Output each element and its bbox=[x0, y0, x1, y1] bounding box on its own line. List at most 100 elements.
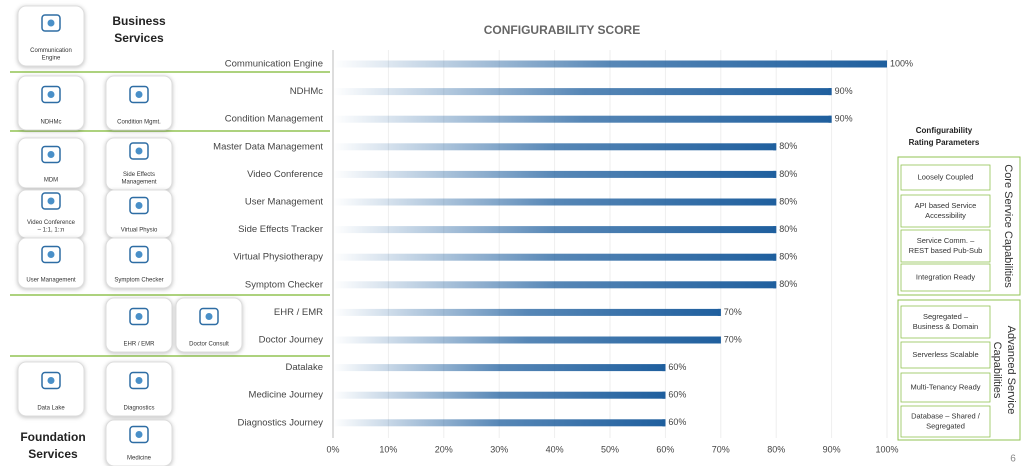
bar bbox=[333, 60, 887, 68]
tile-icon bbox=[135, 202, 143, 209]
bar-cap bbox=[773, 143, 777, 151]
tile-icon bbox=[129, 425, 149, 444]
service-tile bbox=[105, 75, 173, 131]
bar-cap bbox=[884, 60, 887, 68]
y-tick-label: User Management bbox=[245, 197, 324, 208]
tile-icon bbox=[135, 91, 143, 98]
tile-icon bbox=[47, 91, 55, 98]
parameter-label: Accessibility bbox=[925, 211, 966, 220]
x-tick-label: 20% bbox=[435, 444, 453, 454]
parameter-label: Serverless Scalable bbox=[912, 350, 978, 359]
parameter-label: Business & Domain bbox=[913, 322, 978, 331]
service-tile bbox=[17, 5, 85, 67]
parameter-label: Integration Ready bbox=[916, 272, 975, 281]
parameter-label: Segregated bbox=[926, 421, 965, 430]
tile-icon bbox=[47, 197, 55, 205]
value-label: 70% bbox=[724, 334, 742, 344]
bar bbox=[333, 170, 777, 178]
y-tick-label: Medicine Journey bbox=[249, 390, 324, 401]
tile-label: – 1:1, 1::n bbox=[38, 228, 65, 234]
tile-icon bbox=[41, 14, 61, 32]
service-tile bbox=[17, 361, 85, 417]
bar bbox=[333, 419, 666, 427]
parameter-box bbox=[900, 263, 991, 292]
tile-icon bbox=[41, 371, 61, 390]
tile-label: MDM bbox=[44, 178, 58, 184]
y-tick-label: Communication Engine bbox=[225, 59, 323, 70]
section-title: Business bbox=[112, 14, 166, 28]
tile-icon bbox=[41, 245, 61, 264]
y-tick-label: Master Data Management bbox=[213, 141, 323, 152]
parameter-box bbox=[900, 229, 991, 263]
tile-label: EHR / EMR bbox=[123, 342, 155, 348]
x-tick-label: 60% bbox=[656, 444, 674, 454]
bar-cap bbox=[662, 419, 666, 427]
tile-label: Symptom Checker bbox=[114, 278, 163, 284]
bar bbox=[333, 198, 777, 206]
bar bbox=[333, 226, 777, 234]
tile-label: Management bbox=[121, 180, 156, 186]
tile-icon bbox=[129, 196, 149, 215]
x-tick-label: 70% bbox=[712, 444, 730, 454]
y-tick-label: Side Effects Tracker bbox=[238, 224, 323, 235]
section-title: Services bbox=[114, 31, 164, 45]
bar-cap bbox=[773, 226, 777, 234]
tile-label: Doctor Consult bbox=[189, 342, 229, 348]
parameter-label: Multi-Tenancy Ready bbox=[910, 382, 980, 391]
tile-icon bbox=[129, 85, 149, 104]
service-tile bbox=[105, 419, 173, 467]
service-tile bbox=[105, 361, 173, 417]
bar-cap bbox=[773, 170, 777, 178]
tile-icon bbox=[41, 192, 61, 210]
tile-icon bbox=[135, 377, 143, 384]
service-tile bbox=[17, 189, 85, 239]
parameter-label: Segregated – bbox=[923, 312, 969, 321]
parameter-box bbox=[900, 405, 991, 438]
parameter-box bbox=[900, 341, 991, 369]
tile-icon bbox=[129, 142, 149, 160]
chart-title: CONFIGURABILITY SCORE bbox=[484, 23, 640, 37]
y-tick-label: Diagnostics Journey bbox=[237, 417, 323, 428]
tile-label: Medicine bbox=[127, 456, 152, 462]
tile-label: NDHMc bbox=[41, 120, 62, 126]
tile-icon bbox=[47, 377, 55, 384]
y-tick-label: Virtual Physiotherapy bbox=[233, 252, 323, 263]
tile-icon bbox=[47, 251, 55, 258]
value-label: 90% bbox=[835, 114, 853, 124]
tile-icon bbox=[47, 19, 55, 27]
parameter-label: API based Service bbox=[915, 201, 977, 210]
bar-cap bbox=[773, 253, 777, 261]
tile-label: Side Effects bbox=[123, 172, 155, 178]
group-name: Capabilities bbox=[991, 342, 1003, 399]
service-tile bbox=[175, 297, 243, 353]
x-tick-label: 100% bbox=[875, 444, 898, 454]
tile-label: Video Conference bbox=[27, 220, 76, 226]
tile-box bbox=[17, 5, 85, 67]
y-tick-label: NDHMc bbox=[290, 86, 323, 97]
value-label: 90% bbox=[835, 86, 853, 96]
service-tile bbox=[17, 137, 85, 189]
x-tick-label: 90% bbox=[823, 444, 841, 454]
parameter-box bbox=[900, 164, 991, 191]
value-label: 100% bbox=[890, 58, 913, 68]
bar bbox=[333, 88, 832, 96]
y-tick-label: Symptom Checker bbox=[245, 279, 323, 290]
service-tile bbox=[105, 297, 173, 353]
bar bbox=[333, 336, 721, 344]
group-box bbox=[897, 156, 1021, 296]
bar-cap bbox=[662, 364, 666, 372]
parameter-box bbox=[900, 372, 991, 403]
parameter-box bbox=[900, 305, 991, 339]
bar bbox=[333, 364, 666, 372]
parameter-box bbox=[900, 194, 991, 228]
bar bbox=[333, 308, 721, 316]
group-name: Core Service Capabilities bbox=[1002, 164, 1014, 288]
tile-icon bbox=[199, 307, 219, 326]
value-label: 60% bbox=[668, 390, 686, 400]
bar-cap bbox=[828, 88, 832, 96]
tile-icon bbox=[135, 313, 143, 320]
parameter-label: Database – Shared / bbox=[911, 411, 981, 420]
x-tick-label: 30% bbox=[490, 444, 508, 454]
tile-icon bbox=[129, 245, 149, 264]
y-tick-label: Datalake bbox=[286, 362, 324, 373]
